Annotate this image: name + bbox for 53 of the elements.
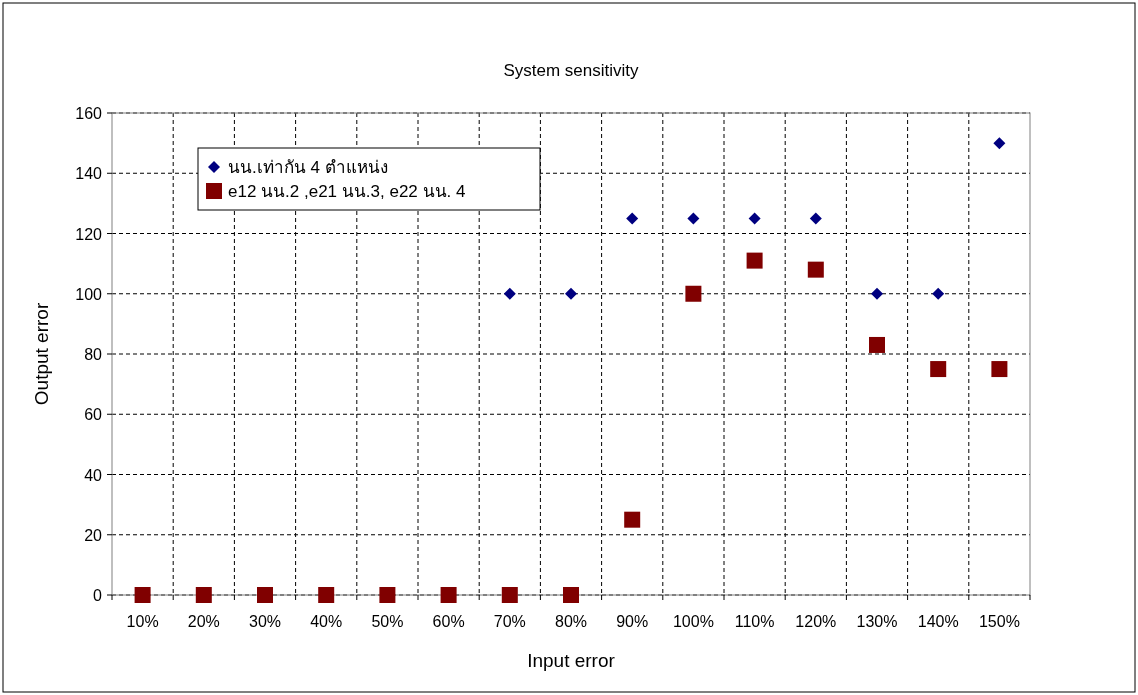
point (318, 587, 335, 603)
point (134, 587, 151, 603)
point (932, 287, 945, 300)
legend-label: นน.เท่ากัน 4 ตำแหน่ง (228, 158, 388, 177)
point (869, 336, 885, 353)
x-tick-label: 30% (248, 613, 282, 630)
y-tick-label: 80 (84, 346, 103, 363)
x-tick-label: 10% (126, 613, 159, 630)
y-tick-label: 140 (75, 165, 103, 183)
point (748, 212, 761, 225)
legend-label: e12 นน.2 ,e21 นน.3, e22 นน. 4 (228, 182, 466, 201)
point (501, 587, 518, 603)
y-tick-label: 120 (75, 225, 103, 243)
y-tick-label: 0 (93, 587, 103, 604)
x-tick-label: 90% (616, 613, 649, 630)
point (563, 587, 579, 603)
point (626, 212, 639, 225)
y-axis-title: Output error (31, 302, 52, 406)
point (746, 252, 763, 269)
x-tick-label: 60% (432, 613, 465, 630)
point (809, 212, 822, 225)
x-tick-label: 150% (978, 613, 1020, 630)
point (257, 587, 273, 603)
point (871, 287, 883, 300)
x-tick-label: 20% (187, 613, 220, 630)
x-tick-label: 40% (310, 613, 343, 630)
point (930, 361, 947, 378)
point (807, 261, 824, 278)
y-tick-label: 60 (84, 406, 103, 424)
x-tick-label: 140% (917, 613, 959, 630)
point (685, 285, 702, 302)
y-tick-label: 160 (75, 105, 103, 122)
point (993, 137, 1006, 150)
y-tick-label: 40 (84, 466, 103, 484)
x-tick-label: 70% (493, 613, 526, 630)
y-tick-label: 100 (75, 285, 103, 303)
point (565, 287, 577, 300)
point (624, 511, 641, 528)
point (503, 287, 516, 300)
x-tick-label: 130% (856, 613, 898, 630)
x-tick-label: 80% (554, 613, 588, 630)
x-tick-label: 110% (734, 613, 775, 630)
x-tick-label: 50% (371, 613, 404, 630)
y-tick-label: 20 (84, 526, 103, 544)
point (991, 361, 1008, 378)
x-tick-label: 100% (672, 613, 714, 630)
x-axis-title: Input error (527, 650, 616, 671)
chart-title: System sensitivity (503, 61, 640, 80)
x-tick-label: 120% (795, 613, 837, 630)
point (379, 587, 396, 603)
point (440, 587, 457, 603)
point (687, 212, 700, 225)
point (195, 587, 212, 603)
